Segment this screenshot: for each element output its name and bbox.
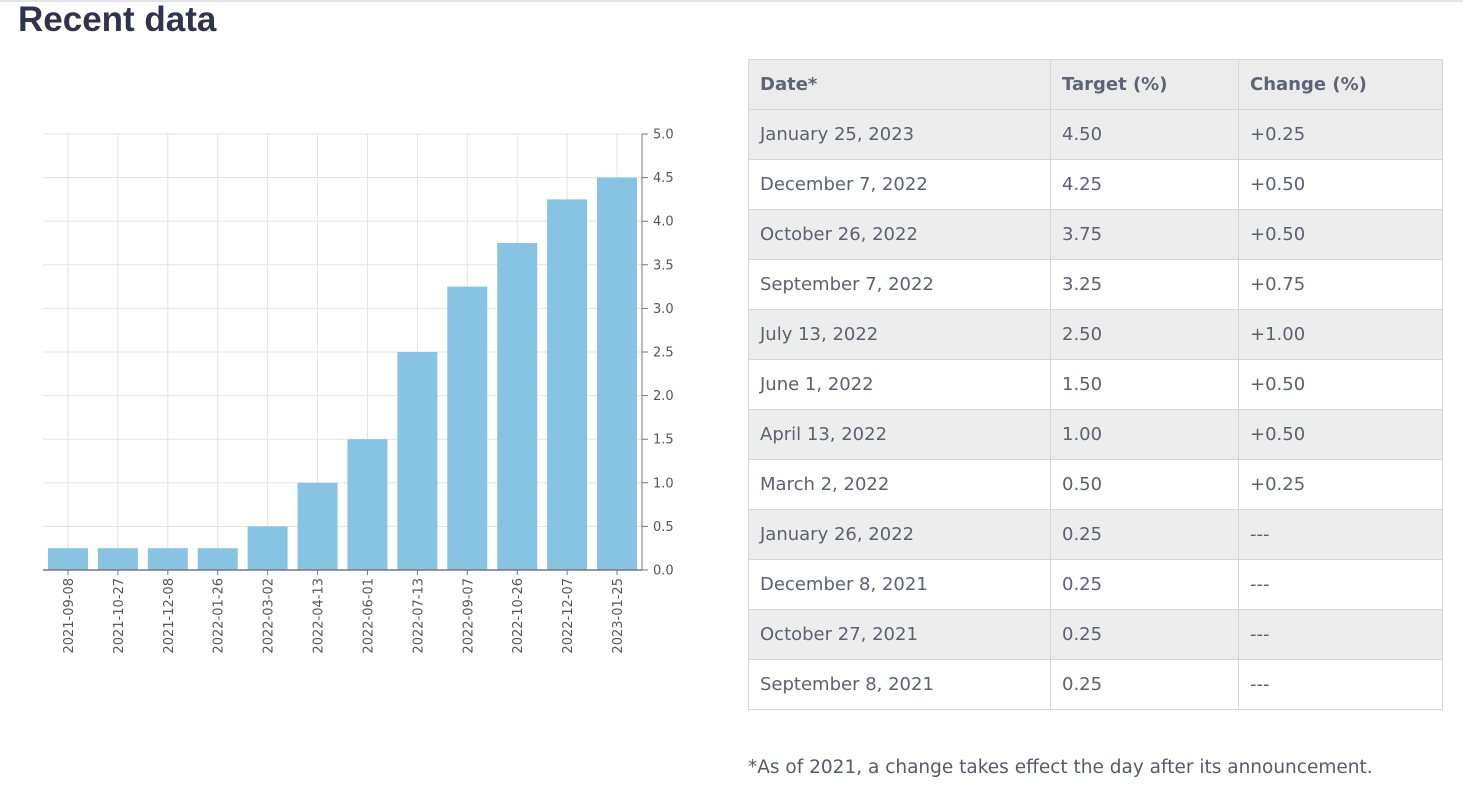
x-tick-label: 2022-07-13 — [411, 578, 426, 654]
cell-date: October 26, 2022 — [748, 209, 1051, 260]
bar — [47, 548, 88, 570]
cell-date: January 26, 2022 — [748, 509, 1051, 560]
cell-change: +0.50 — [1238, 209, 1443, 260]
rate-table: Date* Target (%) Change (%) January 25, … — [748, 59, 1443, 710]
x-tick-label: 2022-03-02 — [262, 578, 277, 654]
table-row: December 7, 2022 4.25 +0.50 — [748, 159, 1443, 210]
cell-change: +0.75 — [1238, 259, 1443, 310]
table-row: January 25, 2023 4.50 +0.25 — [748, 109, 1443, 160]
y-tick-label: 0.5 — [653, 520, 674, 535]
cell-target: 0.25 — [1050, 609, 1239, 660]
table-row: September 8, 2021 0.25 --- — [748, 659, 1443, 710]
y-tick-label: 4.5 — [653, 171, 674, 186]
cell-change: +0.50 — [1238, 409, 1443, 460]
cell-date: September 8, 2021 — [748, 659, 1051, 710]
chart-svg: 0.0 0.5 1.0 1.5 2.0 2.5 3.0 3.5 4.0 4.5 5.0 2021-09… — [43, 128, 674, 654]
cell-change: --- — [1238, 509, 1443, 560]
cell-target: 2.50 — [1050, 309, 1239, 360]
cell-change: +0.25 — [1238, 459, 1443, 510]
rate-bar-chart: 0.0 0.5 1.0 1.5 2.0 2.5 3.0 3.5 4.0 4.5 5.0 2021-09… — [0, 100, 720, 700]
cell-target: 1.50 — [1050, 359, 1239, 410]
y-tick-label: 1.0 — [653, 476, 674, 491]
cell-target: 0.25 — [1050, 559, 1239, 610]
y-tick-label: 1.5 — [653, 433, 674, 448]
cell-date: April 13, 2022 — [748, 409, 1051, 460]
cell-date: July 13, 2022 — [748, 309, 1051, 360]
table-row: September 7, 2022 3.25 +0.75 — [748, 259, 1443, 310]
footnote: *As of 2021, a change takes effect the d… — [748, 757, 1373, 778]
cell-change: --- — [1238, 659, 1443, 710]
x-tick-label: 2023-01-25 — [611, 578, 626, 654]
cell-target: 0.25 — [1050, 509, 1239, 560]
table-row: March 2, 2022 0.50 +0.25 — [748, 459, 1443, 510]
table-row: December 8, 2021 0.25 --- — [748, 559, 1443, 610]
table-row: January 26, 2022 0.25 --- — [748, 509, 1443, 560]
cell-target: 4.50 — [1050, 109, 1239, 160]
bar — [597, 177, 638, 570]
table-row: October 27, 2021 0.25 --- — [748, 609, 1443, 660]
cell-change: +0.50 — [1238, 359, 1443, 410]
cell-target: 4.25 — [1050, 159, 1239, 210]
y-tick-label: 5.0 — [653, 128, 674, 143]
bar — [97, 548, 138, 570]
cell-date: December 7, 2022 — [748, 159, 1051, 210]
bar — [247, 526, 288, 570]
y-tick-label: 0.0 — [653, 564, 674, 579]
cell-date: December 8, 2021 — [748, 559, 1051, 610]
bar — [497, 243, 538, 570]
x-tick-label: 2022-12-07 — [561, 578, 576, 654]
cell-target: 0.25 — [1050, 659, 1239, 710]
table-row: June 1, 2022 1.50 +0.50 — [748, 359, 1443, 410]
x-tick-label: 2021-10-27 — [112, 578, 127, 654]
cell-target: 3.25 — [1050, 259, 1239, 310]
bar — [147, 548, 188, 570]
table-row: April 13, 2022 1.00 +0.50 — [748, 409, 1443, 460]
section-heading: Recent data — [18, 0, 217, 39]
cell-target: 3.75 — [1050, 209, 1239, 260]
bar — [547, 199, 588, 570]
header-date: Date* — [748, 59, 1051, 110]
cell-change: +1.00 — [1238, 309, 1443, 360]
x-tick-label: 2022-06-01 — [361, 578, 376, 654]
x-tick-label: 2022-01-26 — [212, 578, 227, 654]
bar — [297, 482, 338, 570]
y-tick-label: 2.0 — [653, 389, 674, 404]
y-tick-label: 2.5 — [653, 346, 674, 361]
y-tick-label: 3.0 — [653, 302, 674, 317]
table-header-row: Date* Target (%) Change (%) — [748, 59, 1443, 110]
cell-date: September 7, 2022 — [748, 259, 1051, 310]
x-tick-label: 2021-09-08 — [62, 578, 77, 654]
y-tick-label: 3.5 — [653, 258, 674, 273]
cell-date: March 2, 2022 — [748, 459, 1051, 510]
table-row: July 13, 2022 2.50 +1.00 — [748, 309, 1443, 360]
cell-change: +0.50 — [1238, 159, 1443, 210]
top-divider — [0, 0, 1463, 2]
bar — [397, 352, 438, 570]
x-tick-label: 2022-10-26 — [511, 578, 526, 654]
cell-date: October 27, 2021 — [748, 609, 1051, 660]
bar — [447, 286, 488, 570]
cell-change: --- — [1238, 559, 1443, 610]
cell-change: +0.25 — [1238, 109, 1443, 160]
header-target: Target (%) — [1050, 59, 1239, 110]
x-tick-label: 2021-12-08 — [162, 578, 177, 654]
y-tick-label: 4.0 — [653, 215, 674, 230]
bar — [347, 439, 388, 570]
cell-change: --- — [1238, 609, 1443, 660]
cell-target: 1.00 — [1050, 409, 1239, 460]
table-row: October 26, 2022 3.75 +0.50 — [748, 209, 1443, 260]
cell-date: January 25, 2023 — [748, 109, 1051, 160]
cell-target: 0.50 — [1050, 459, 1239, 510]
cell-date: June 1, 2022 — [748, 359, 1051, 410]
header-change: Change (%) — [1238, 59, 1443, 110]
x-tick-label: 2022-04-13 — [312, 578, 327, 654]
bar — [197, 548, 238, 570]
x-tick-label: 2022-09-07 — [461, 578, 476, 654]
